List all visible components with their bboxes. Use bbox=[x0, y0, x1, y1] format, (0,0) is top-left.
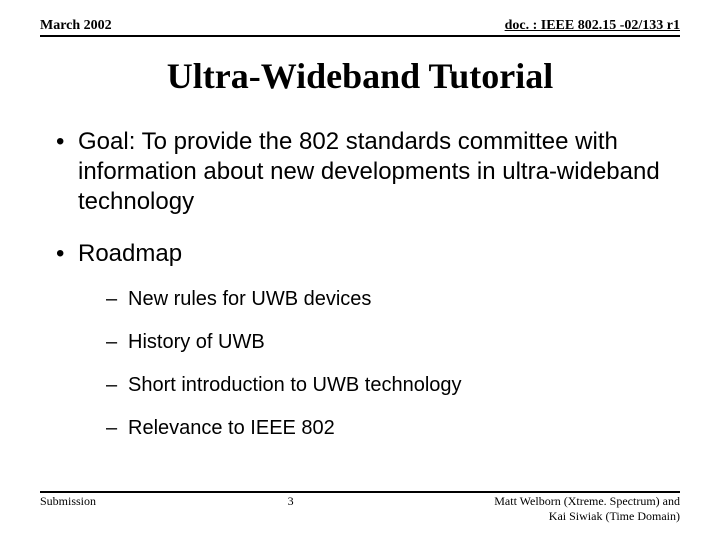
header-date: March 2002 bbox=[40, 18, 112, 34]
roadmap-item: Relevance to IEEE 802 bbox=[106, 416, 670, 441]
footer-authors: Matt Welborn (Xtreme. Spectrum) and Kai … bbox=[485, 494, 680, 524]
bullet-list: Goal: To provide the 802 standards commi… bbox=[50, 127, 670, 441]
bullet-roadmap-label: Roadmap bbox=[78, 240, 182, 267]
footer-submission: Submission bbox=[40, 494, 96, 509]
header-doc-number: doc. : IEEE 802.15 -02/133 r1 bbox=[505, 18, 680, 34]
roadmap-item: Short introduction to UWB technology bbox=[106, 373, 670, 398]
footer-center-wrap: 3 bbox=[96, 494, 485, 508]
bullet-goal: Goal: To provide the 802 standards commi… bbox=[50, 127, 670, 217]
header-bar: March 2002 doc. : IEEE 802.15 -02/133 r1 bbox=[40, 18, 680, 37]
bullet-roadmap: Roadmap New rules for UWB devices Histor… bbox=[50, 239, 670, 441]
slide-page: March 2002 doc. : IEEE 802.15 -02/133 r1… bbox=[0, 0, 720, 540]
slide-title: Ultra-Wideband Tutorial bbox=[40, 55, 680, 97]
roadmap-item: History of UWB bbox=[106, 330, 670, 355]
roadmap-sublist: New rules for UWB devices History of UWB… bbox=[78, 287, 670, 441]
slide-body: Goal: To provide the 802 standards commi… bbox=[40, 127, 680, 441]
footer-page-number: 3 bbox=[96, 494, 485, 509]
footer-bar: Submission 3 Matt Welborn (Xtreme. Spect… bbox=[40, 491, 680, 524]
roadmap-item: New rules for UWB devices bbox=[106, 287, 670, 312]
